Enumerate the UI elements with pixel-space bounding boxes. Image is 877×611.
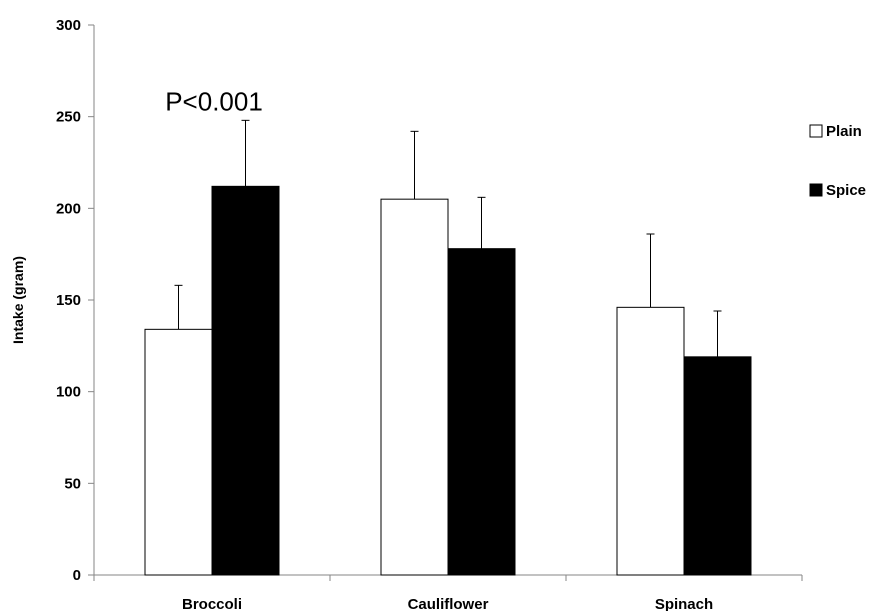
y-axis-title: Intake (gram) [10,256,26,344]
legend: Plain Spice [809,123,866,199]
y-tick-label: 250 [56,109,81,126]
x-category-label: Cauliflower [408,596,489,611]
y-tick-label: 100 [56,384,81,401]
y-axis: 0 50 100 150 200 250 300 [56,17,95,584]
bar-plain [380,198,449,576]
legend-swatch-spice [809,183,823,197]
legend-swatch-plain [809,124,823,138]
bar-spice [211,185,280,576]
bar-plain [616,306,685,576]
bar-spice [447,248,516,576]
y-tick-label: 150 [56,292,81,309]
y-tick-label: 300 [56,17,81,34]
x-category-label: Spinach [655,596,713,611]
y-tick-label: 0 [73,567,81,584]
y-tick-label: 200 [56,200,81,217]
bar-spice [683,356,752,576]
x-axis: Broccoli Cauliflower Spinach [93,574,803,611]
bars [144,185,752,576]
annotations: P<0.001 [165,86,263,116]
error-bars [174,119,722,357]
legend-label-spice: Spice [826,182,866,199]
annotation-label: P<0.001 [165,86,263,116]
legend-label-plain: Plain [826,123,862,140]
x-category-label: Broccoli [182,596,242,611]
y-tick-label: 50 [64,475,81,492]
bar-plain [144,328,213,576]
